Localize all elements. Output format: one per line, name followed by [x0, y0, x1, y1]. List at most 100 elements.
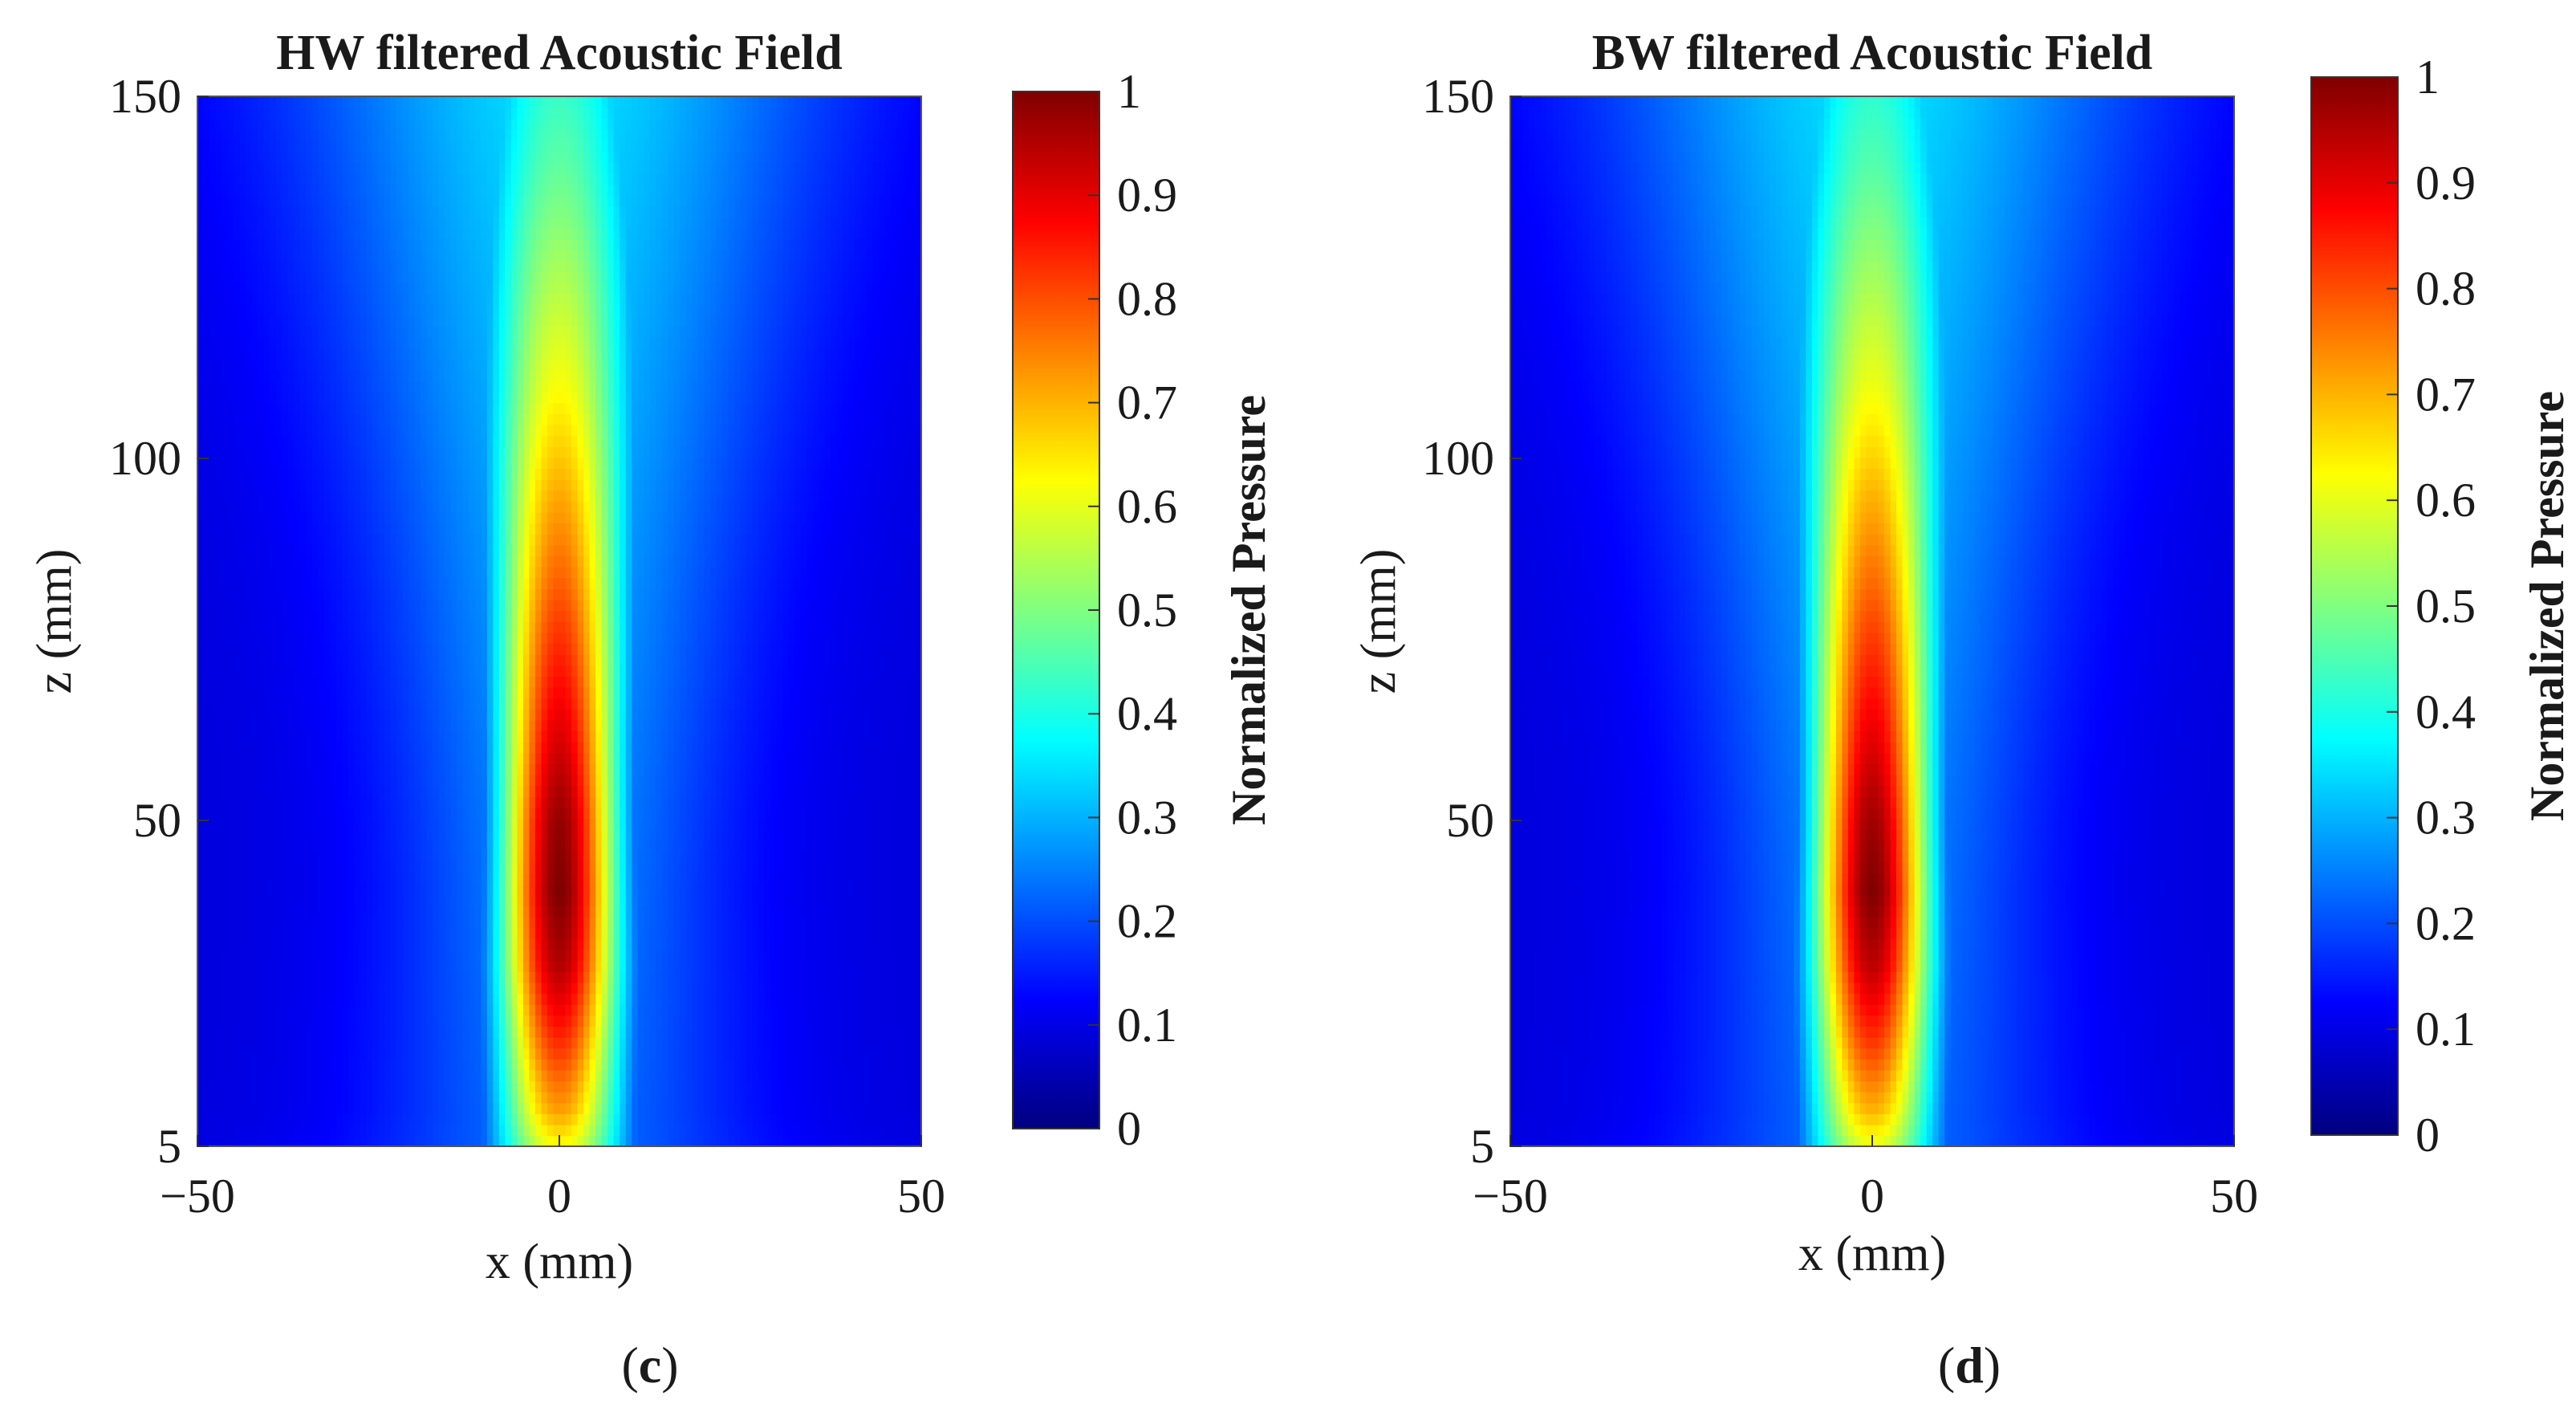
heatmap-cell: [734, 1125, 741, 1136]
heatmap-cell: [379, 1113, 385, 1125]
heatmap-cell: [463, 960, 469, 971]
heatmap-cell: [620, 1004, 626, 1015]
heatmap-cell: [354, 1026, 360, 1037]
heatmap-cell: [843, 1048, 849, 1059]
heatmap-cell: [294, 1048, 300, 1059]
heatmap-cell: [855, 993, 861, 1004]
heatmap-cell: [578, 983, 584, 994]
heatmap-cell: [246, 1080, 252, 1092]
heatmap-cell: [324, 971, 331, 983]
heatmap-cell: [861, 1059, 867, 1070]
heatmap-cell: [583, 1059, 590, 1070]
heatmap-cell: [801, 1026, 807, 1037]
heatmap-cell: [590, 1092, 596, 1103]
heatmap-cell: [614, 1015, 620, 1027]
heatmap-cell: [794, 1015, 801, 1027]
heatmap-cell: [728, 1048, 734, 1059]
heatmap-cell: [306, 1048, 312, 1059]
heatmap-cell: [475, 1135, 481, 1146]
heatmap-cell: [607, 1048, 614, 1059]
heatmap-cell: [396, 1080, 403, 1092]
heatmap-cell: [867, 1125, 873, 1136]
heatmap-cell: [246, 1070, 252, 1081]
heatmap-cell: [505, 1092, 511, 1103]
heatmap-cell: [372, 1125, 379, 1136]
heatmap-cell: [662, 1135, 668, 1146]
heatmap-cell: [523, 1015, 530, 1027]
heatmap-cell: [312, 950, 319, 961]
heatmap-cell: [819, 960, 825, 971]
heatmap-cell: [209, 960, 216, 971]
heatmap-cell: [566, 1113, 572, 1125]
heatmap-cell: [240, 960, 246, 971]
heatmap-cell: [626, 1048, 632, 1059]
heatmap-cell: [891, 1103, 897, 1114]
heatmap-cell: [342, 1059, 348, 1070]
heatmap-cell: [873, 1113, 880, 1125]
heatmap-cell: [475, 950, 481, 961]
heatmap-cell: [342, 1135, 348, 1146]
heatmap-cell: [716, 1125, 722, 1136]
heatmap-cell: [475, 1026, 481, 1037]
heatmap-cell: [234, 1135, 240, 1146]
heatmap-cell: [324, 1070, 331, 1081]
heatmap-cell: [674, 1103, 681, 1114]
heatmap-cell: [258, 1092, 264, 1103]
heatmap-cell: [650, 1113, 656, 1125]
heatmap-cell: [384, 1080, 391, 1092]
heatmap-cell: [897, 983, 904, 994]
heatmap-cell: [722, 1113, 729, 1125]
heatmap-cell: [324, 1092, 331, 1103]
heatmap-cell: [396, 1070, 403, 1081]
heatmap-cell: [656, 1059, 662, 1070]
heatmap-cell: [234, 1015, 240, 1027]
heatmap-cell: [348, 1037, 355, 1048]
heatmap-cell: [252, 1070, 258, 1081]
heatmap-cell: [614, 1059, 620, 1070]
heatmap-cell: [704, 1015, 710, 1027]
heatmap-cell: [270, 1048, 276, 1059]
heatmap-cell: [547, 983, 554, 994]
heatmap-cell: [831, 1080, 837, 1092]
heatmap-cell: [638, 960, 644, 971]
heatmap-cell: [819, 1015, 825, 1027]
heatmap-cell: [867, 1092, 873, 1103]
heatmap-cell: [216, 1059, 222, 1070]
heatmap-cell: [704, 1048, 710, 1059]
heatmap-cell: [692, 971, 698, 983]
heatmap-cell: [457, 1113, 463, 1125]
heatmap-cell: [903, 1113, 909, 1125]
heatmap-cell: [300, 993, 307, 1004]
heatmap-cell: [607, 1113, 614, 1125]
heatmap-cell: [445, 1026, 451, 1037]
heatmap-cell: [469, 960, 475, 971]
heatmap-cell: [632, 1026, 638, 1037]
heatmap-cell: [758, 1070, 765, 1081]
heatmap-cell: [885, 983, 892, 994]
heatmap-cell: [837, 1037, 843, 1048]
heatmap-cell: [336, 1015, 343, 1027]
heatmap-cell: [638, 1135, 644, 1146]
heatmap-cell: [240, 1004, 246, 1015]
heatmap-cell: [336, 1004, 343, 1015]
heatmap-cell: [487, 1092, 494, 1103]
heatmap-cell: [770, 960, 777, 971]
heatmap-cell: [264, 1048, 270, 1059]
heatmap-cell: [481, 1113, 487, 1125]
heatmap-cell: [517, 1015, 523, 1027]
heatmap-cell: [879, 1015, 885, 1027]
heatmap-cell: [559, 1048, 566, 1059]
heatmap-cell: [903, 1103, 909, 1114]
heatmap-cell: [391, 993, 397, 1004]
heatmap-cell: [897, 1103, 904, 1114]
heatmap-cell: [559, 983, 566, 994]
heatmap-cell: [288, 960, 295, 971]
heatmap-cell: [469, 1125, 475, 1136]
heatmap-cell: [360, 983, 367, 994]
heatmap-cell: [632, 1103, 638, 1114]
heatmap-cell: [728, 1103, 734, 1114]
heatmap-cell: [602, 1070, 608, 1081]
heatmap-cell: [523, 1004, 530, 1015]
heatmap-cell: [475, 1113, 481, 1125]
heatmap-cell: [439, 1059, 445, 1070]
